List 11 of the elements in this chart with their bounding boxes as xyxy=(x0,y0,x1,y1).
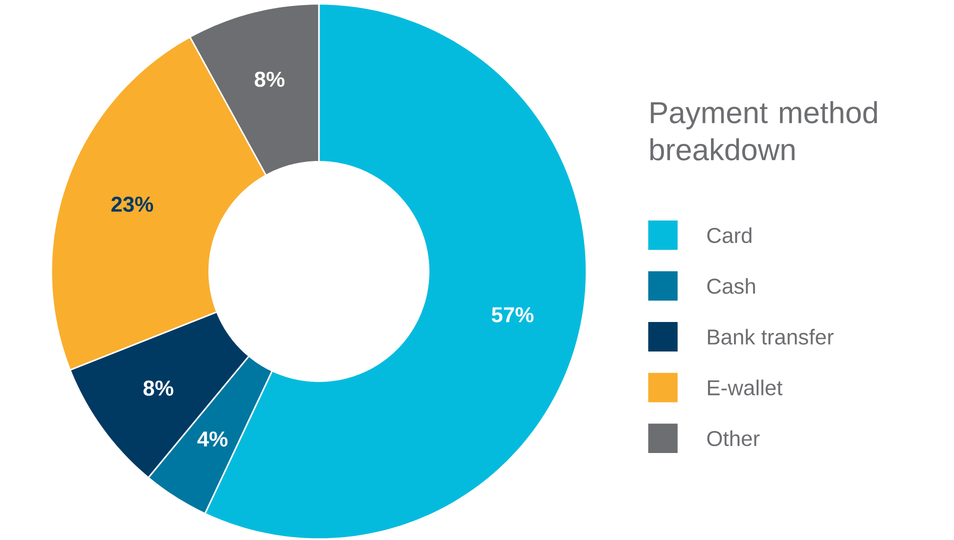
legend-label: Cash xyxy=(707,278,755,294)
legend-label: Card xyxy=(707,227,752,244)
data-label: 57% xyxy=(492,307,534,322)
data-label: 4% xyxy=(197,431,228,447)
data-label: 8% xyxy=(144,380,174,396)
legend-title: Payment method breakdown xyxy=(650,101,877,160)
data-label: 23% xyxy=(111,196,154,212)
legend-label: Bank transfer xyxy=(708,328,834,345)
legend-label: Other xyxy=(707,430,760,446)
legend-label: E-wallet xyxy=(708,380,782,396)
data-label: 8% xyxy=(254,72,284,87)
